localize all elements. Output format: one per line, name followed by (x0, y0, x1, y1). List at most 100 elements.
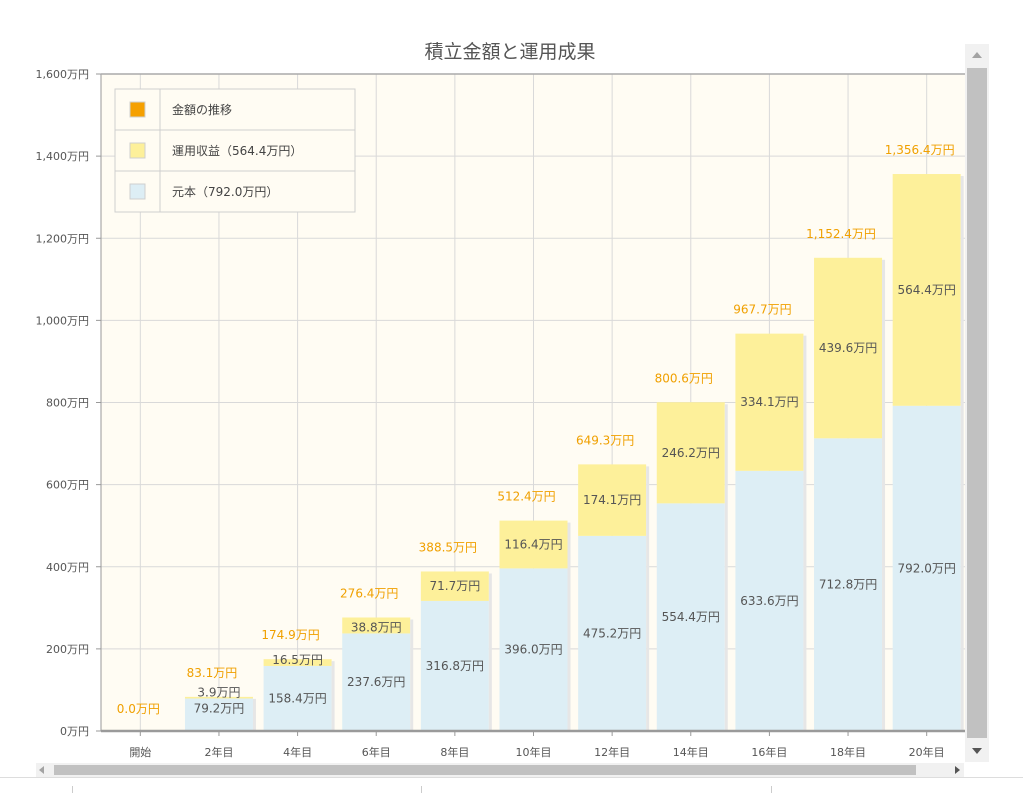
axes: 0万円 200万円 400万円 600万円 800万円 1,000万円 1,200万円 1,4… (36, 68, 966, 759)
data-label-return: 16.5万円 (272, 653, 323, 667)
footer-divider (0, 777, 1023, 778)
y-tick-label: 600万円 (46, 479, 89, 492)
data-label-total: 1,152.4万円 (806, 227, 876, 241)
x-tick-label: 10年目 (516, 745, 552, 759)
bar-return (892, 174, 961, 406)
data-label-total: 967.7万円 (733, 303, 791, 317)
y-tick-label: 1,600万円 (36, 68, 90, 81)
scroll-down-arrow-icon[interactable] (972, 748, 982, 754)
bar-principal (578, 535, 647, 731)
data-labels: 0.0万円 79.2万円 3.9万円 83.1万円 158.4万円 16.5万円 174.9… (117, 143, 956, 716)
x-tick-label: 8年目 (440, 745, 469, 759)
data-label-principal: 79.2万円 (194, 701, 245, 715)
bar-shadow (567, 522, 571, 731)
legend-swatch (129, 101, 146, 118)
legend-box (114, 88, 356, 213)
data-label-total: 0.0万円 (117, 702, 160, 716)
data-label-principal: 237.6万円 (347, 675, 405, 689)
x-tick-label: 14年目 (673, 745, 709, 759)
data-label-total: 649.3万円 (576, 433, 634, 447)
x-tick-label: 16年目 (751, 745, 787, 759)
x-tick-label: 2年目 (204, 745, 233, 759)
data-label-principal: 712.8万円 (819, 578, 877, 592)
bar-return (578, 464, 647, 536)
data-label-total: 276.4万円 (340, 587, 398, 601)
data-label-total: 174.9万円 (261, 628, 319, 642)
scroll-left-arrow-icon[interactable] (39, 766, 44, 774)
legend-swatch (129, 142, 146, 159)
legend-label: 元本（792.0万円） (172, 185, 278, 199)
bar-return (735, 333, 804, 471)
y-tick-label: 400万円 (46, 561, 89, 574)
bar-shadow (488, 573, 492, 731)
bar-principal (263, 665, 332, 731)
data-label-principal: 554.4万円 (662, 610, 720, 624)
data-label-principal: 158.4万円 (268, 691, 326, 705)
y-tick-label: 1,000万円 (36, 314, 90, 327)
y-tick-label: 200万円 (46, 643, 89, 656)
y-tick-label: 1,200万円 (36, 232, 90, 245)
y-tick-label: 800万円 (46, 397, 89, 410)
legend-label: 金額の推移 (172, 102, 232, 117)
data-label-total: 512.4万円 (497, 490, 555, 504)
chart-title: 積立金額と運用成果 (424, 41, 595, 63)
bar-shadow (410, 619, 414, 731)
bar-principal (342, 633, 411, 731)
bar-shadow (252, 698, 256, 731)
bar-shadow (803, 335, 807, 731)
data-label-principal: 396.0万円 (504, 643, 562, 657)
data-label-return: 174.1万円 (583, 493, 641, 507)
bar-principal (656, 503, 725, 731)
bar-principal (184, 698, 253, 731)
bar-return (342, 617, 411, 634)
bar-shadow (646, 466, 650, 731)
x-tick-label: 開始 (129, 745, 151, 759)
bar-return (656, 402, 725, 504)
bar-return (184, 696, 253, 699)
data-label-return: 3.9万円 (197, 685, 240, 699)
x-tick-label: 18年目 (830, 745, 866, 759)
bar-principal (892, 405, 961, 731)
footer-tick (72, 786, 73, 793)
horizontal-scroll-thumb[interactable] (54, 765, 916, 775)
bar-shadow (724, 404, 728, 731)
data-label-return: 334.1万円 (740, 395, 798, 409)
horizontal-scrollbar[interactable] (36, 763, 964, 777)
data-label-return: 564.4万円 (898, 283, 956, 297)
bar-principal (499, 568, 568, 731)
x-tick-label: 20年目 (909, 745, 945, 759)
scroll-up-arrow-icon[interactable] (972, 52, 982, 58)
bar-return (499, 520, 568, 569)
y-tick-label: 0万円 (60, 725, 89, 738)
data-label-principal: 475.2万円 (583, 626, 641, 640)
legend-swatch (129, 183, 146, 200)
data-label-return: 246.2万円 (662, 446, 720, 460)
footer-tick (421, 786, 422, 793)
bar-principal (420, 600, 489, 731)
data-label-principal: 316.8万円 (426, 659, 484, 673)
data-label-return: 71.7万円 (429, 579, 480, 593)
vertical-scroll-thumb[interactable] (967, 68, 987, 738)
x-tick-label: 12年目 (594, 745, 630, 759)
bar-principal (814, 438, 883, 731)
bar-return (814, 257, 883, 439)
data-label-total: 388.5万円 (419, 540, 477, 554)
bar-return (420, 571, 489, 601)
data-label-total: 800.6万円 (655, 371, 713, 385)
data-label-return: 38.8万円 (351, 620, 402, 634)
scroll-right-arrow-icon[interactable] (955, 766, 960, 774)
footer-tick (771, 786, 772, 793)
legend-label: 運用収益（564.4万円） (172, 144, 302, 158)
bar-shadow (882, 259, 886, 731)
x-tick-label: 6年目 (362, 745, 391, 759)
data-label-return: 116.4万円 (504, 537, 562, 551)
vertical-scrollbar[interactable] (965, 44, 989, 762)
bars (184, 174, 964, 731)
data-label-total: 1,356.4万円 (885, 143, 955, 157)
bar-return (263, 659, 332, 666)
bar-shadow (331, 661, 335, 731)
bar-shadow (960, 176, 964, 731)
data-label-return: 439.6万円 (819, 341, 877, 355)
